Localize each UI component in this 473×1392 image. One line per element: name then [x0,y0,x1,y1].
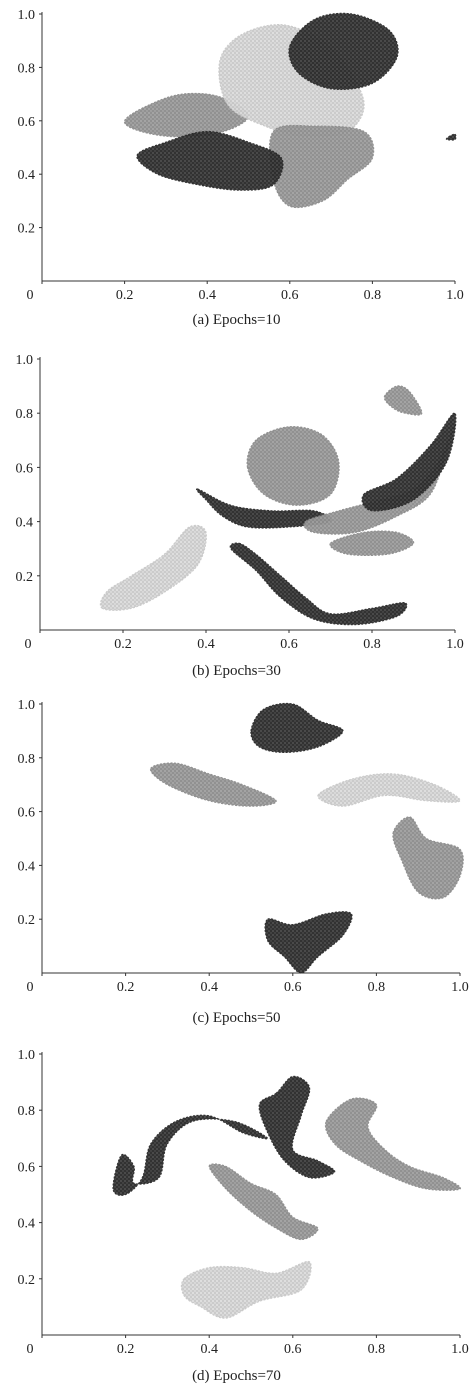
x-tick-label: 0.6 [284,1342,302,1357]
y-tick-label: 0.8 [16,407,34,422]
scatter-plot-b: 0 0.2 0.4 0.6 0.8 1.0 0.2 0.4 0.6 0.8 1.0 [16,353,464,652]
x-tick-label: 1.0 [446,637,464,652]
x-tick-label: 0.8 [368,980,386,995]
cluster-medium-6 [329,530,415,557]
x-tick-label: 0.4 [198,288,216,303]
y-tick-label: 1.0 [18,8,36,23]
x-tick-label: 0.2 [116,288,134,303]
cluster-dark-3 [229,542,408,626]
y-tick-label: 0.8 [18,1104,36,1119]
cluster-light-0 [99,524,207,611]
y-tick-label: 1.0 [18,698,36,713]
y-tick-label: 0.2 [16,570,34,585]
y-tick-label: 1.0 [18,1048,36,1063]
x-tick-label: 1.0 [451,1342,469,1357]
x-tick-label: 0.2 [117,1342,135,1357]
cluster-medium-1 [150,762,277,807]
cluster-dark-5 [361,412,457,512]
y-tick-label: 0.2 [18,913,36,928]
cluster-light-4 [180,1260,312,1319]
panel-b: 0 0.2 0.4 0.6 0.8 1.0 0.2 0.4 0.6 0.8 1.0 (b) Epoc… [0,345,473,690]
caption-b: (b) Epochs=30 [192,663,281,679]
cluster-medium-3 [268,124,375,209]
x-tick-label: 1.0 [446,288,464,303]
x-tick-label: 0.4 [197,637,215,652]
y-tick-label: 0.4 [18,859,36,874]
x-tick-label: 0.6 [284,980,302,995]
scatter-plot-a: 0 0.2 0.4 0.6 0.8 1.0 0.2 0.4 0.6 0.8 1.0 [18,8,464,303]
cluster-medium-2 [324,1097,462,1191]
cluster-dark-2 [288,12,399,91]
x-tick-label: 0.8 [368,1342,386,1357]
y-tick-label: 0.6 [18,1160,36,1175]
cluster-dark-0 [112,1114,269,1196]
y-tick-label: 0.8 [18,752,36,767]
y-tick-label: 0.4 [18,168,36,183]
x-tick-label: 0 [25,637,32,652]
x-tick-label: 0.6 [281,288,299,303]
panel-a: 0 0.2 0.4 0.6 0.8 1.0 0.2 0.4 0.6 0.8 1.0 (a) Epoc… [0,0,473,345]
panel-c: 0 0.2 0.4 0.6 0.8 1.0 0.2 0.4 0.6 0.8 1.0 (c) Epoc… [0,690,473,1040]
x-tick-label: 1.0 [451,980,469,995]
x-tick-label: 0.6 [280,637,298,652]
cluster-dark-1 [258,1075,336,1179]
x-tick-label: 0 [27,1342,34,1357]
caption-d: (d) Epochs=70 [192,1368,281,1384]
y-tick-label: 0.6 [18,806,36,821]
y-tick-label: 0.4 [16,516,34,531]
cluster-dark-0 [250,702,344,754]
cluster-medium-1 [246,426,340,506]
cluster-light-2 [317,773,461,807]
y-tick-label: 0.2 [18,222,36,237]
panel-d: 0 0.2 0.4 0.6 0.8 1.0 0.2 0.4 0.6 0.8 1.0 (d) Epoc… [0,1040,473,1392]
cluster-dark-4 [264,911,353,974]
caption-c: (c) Epochs=50 [192,1010,281,1026]
x-tick-label: 0.8 [364,288,382,303]
caption-a: (a) Epochs=10 [192,312,281,328]
x-tick-label: 0 [27,980,34,995]
scatter-plot-c: 0 0.2 0.4 0.6 0.8 1.0 0.2 0.4 0.6 0.8 1.0 [18,698,469,995]
y-tick-label: 0.8 [18,61,36,76]
y-tick-label: 0.6 [18,115,36,130]
scatter-plot-d: 0 0.2 0.4 0.6 0.8 1.0 0.2 0.4 0.6 0.8 1.0 [18,1048,469,1357]
y-tick-label: 0.2 [18,1273,36,1288]
x-tick-label: 0.4 [200,1342,218,1357]
cluster-dark-4 [136,130,284,191]
cluster-dark-5 [445,133,457,141]
cluster-medium-3 [208,1163,319,1241]
x-tick-label: 0.8 [363,637,381,652]
cluster-medium-3 [392,816,464,900]
x-tick-label: 0.4 [200,980,218,995]
y-tick-label: 0.4 [18,1217,36,1232]
y-tick-label: 0.6 [16,461,34,476]
y-tick-label: 1.0 [16,353,34,368]
x-tick-label: 0.2 [114,637,132,652]
cluster-medium-7 [383,385,423,416]
cluster-dark-2 [196,488,332,529]
x-tick-label: 0.2 [117,980,135,995]
x-tick-label: 0 [27,288,34,303]
